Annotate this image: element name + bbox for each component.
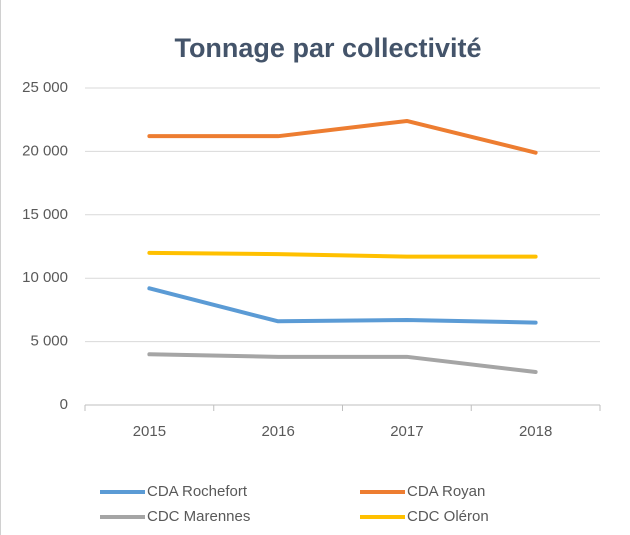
y-tick-label: 0 — [60, 396, 68, 413]
x-tick-label: 2017 — [390, 423, 423, 440]
x-tick-label: 2018 — [519, 423, 552, 440]
y-tick-label: 25 000 — [22, 79, 68, 96]
series-line — [147, 352, 538, 375]
legend-label: CDC Oléron — [407, 508, 489, 525]
series-line — [147, 118, 538, 155]
y-tick-label: 20 000 — [22, 142, 68, 159]
legend-label: CDA Royan — [407, 483, 485, 500]
y-tick-label: 15 000 — [22, 206, 68, 223]
y-tick-label: 10 000 — [22, 269, 68, 286]
x-tick-label: 2016 — [261, 423, 294, 440]
chart-title: Tonnage par collectivité — [174, 33, 481, 63]
legend-label: CDA Rochefort — [147, 483, 248, 500]
series-line — [147, 250, 538, 259]
y-tick-label: 5 000 — [30, 333, 68, 350]
series-line — [147, 286, 538, 325]
legend-label: CDC Marennes — [147, 508, 250, 525]
x-tick-label: 2015 — [133, 423, 166, 440]
